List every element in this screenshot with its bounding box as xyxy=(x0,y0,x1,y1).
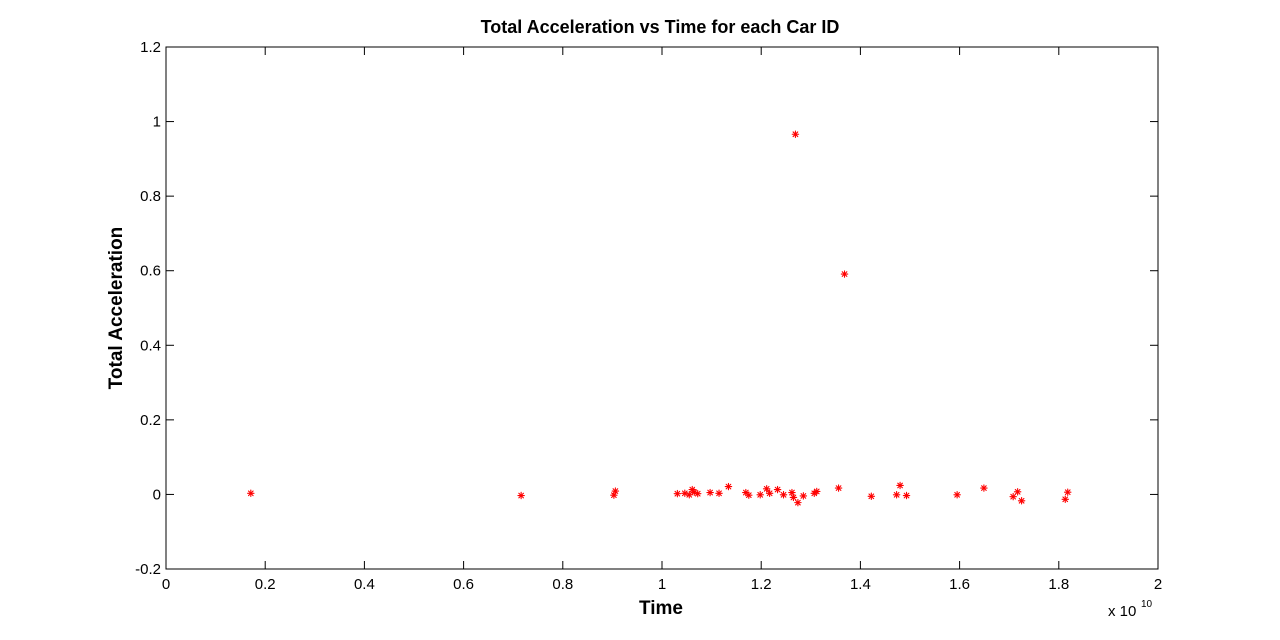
x-tick-label: 1.2 xyxy=(751,576,772,593)
data-point xyxy=(953,491,961,499)
data-point xyxy=(1063,488,1072,496)
x-axis-label: Time xyxy=(639,598,683,619)
data-point xyxy=(773,485,782,494)
data-point xyxy=(1061,495,1069,504)
x-axis-ticks: 0 0.2 0.4 0.6 0.8 1 1.2 1.4 1.6 1.8 2 xyxy=(162,47,1162,593)
y-tick-label: 0 xyxy=(153,486,161,503)
data-point xyxy=(517,491,525,500)
y-tick-label: 0.4 xyxy=(140,337,161,354)
x-tick-label: 1.4 xyxy=(850,576,871,593)
chart-title: Total Acceleration vs Time for each Car … xyxy=(481,17,840,37)
data-point xyxy=(673,489,682,498)
y-axis-label: Total Acceleration xyxy=(106,227,127,390)
data-point xyxy=(1013,488,1022,496)
x-tick-label: 0.2 xyxy=(255,576,276,593)
x-tick-label: 1 xyxy=(658,576,666,593)
data-point xyxy=(789,493,798,502)
data-point xyxy=(834,484,843,492)
data-point xyxy=(715,489,723,498)
y-tick-label: -0.2 xyxy=(135,561,161,578)
data-point xyxy=(745,491,753,499)
data-point xyxy=(788,488,796,497)
y-tick-label: 0.8 xyxy=(140,188,161,205)
x-tick-label: 0.4 xyxy=(354,576,375,593)
data-point xyxy=(980,484,988,492)
data-point xyxy=(685,491,694,499)
y-tick-label: 1.2 xyxy=(140,39,161,56)
x-axis-exponent-base: x 10 xyxy=(1108,603,1136,620)
x-tick-label: 1.8 xyxy=(1048,576,1069,593)
x-tick-label: 0 xyxy=(162,576,170,593)
plot-area xyxy=(165,46,1159,570)
data-point xyxy=(799,492,808,500)
plot-box xyxy=(165,46,1159,570)
data-point xyxy=(762,485,771,493)
data-points xyxy=(247,130,1072,507)
data-point xyxy=(779,491,788,499)
data-point xyxy=(902,491,911,500)
y-tick-label: 0.2 xyxy=(140,412,161,429)
data-point xyxy=(611,487,620,495)
data-point xyxy=(896,481,904,490)
data-point xyxy=(892,491,901,499)
x-axis-exponent-power: 10 xyxy=(1141,599,1153,610)
x-tick-label: 2 xyxy=(1154,576,1162,593)
data-point xyxy=(1009,492,1017,501)
data-point xyxy=(794,498,802,507)
data-point xyxy=(840,270,849,278)
data-point xyxy=(756,491,764,499)
x-tick-label: 0.6 xyxy=(453,576,474,593)
data-point xyxy=(813,487,821,496)
x-tick-label: 0.8 xyxy=(552,576,573,593)
x-tick-label: 1.6 xyxy=(949,576,970,593)
data-point xyxy=(706,488,714,497)
data-point xyxy=(247,489,255,498)
data-point xyxy=(867,492,876,501)
data-point xyxy=(693,489,702,498)
data-point xyxy=(791,130,800,138)
data-point xyxy=(1017,497,1026,505)
y-axis-ticks: -0.2 0 0.2 0.4 0.6 0.8 1 1.2 xyxy=(135,39,1158,578)
data-point xyxy=(724,482,733,491)
y-tick-label: 1 xyxy=(153,114,161,131)
y-tick-label: 0.6 xyxy=(140,263,161,280)
data-point xyxy=(765,489,774,498)
